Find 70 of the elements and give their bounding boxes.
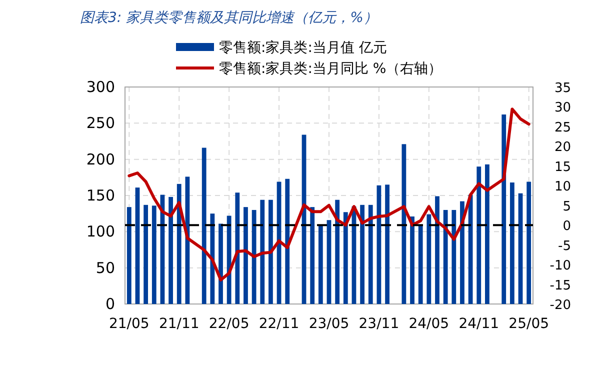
bar [402, 144, 406, 304]
bar [185, 176, 190, 304]
bar [418, 225, 423, 304]
bar [285, 178, 290, 304]
bar [460, 201, 464, 304]
y-tick-label: 0 [105, 295, 115, 313]
bar [368, 204, 373, 304]
bar [168, 196, 173, 304]
bar [485, 164, 490, 304]
y2-tick-label: 10 [554, 180, 571, 195]
bar [426, 214, 432, 304]
y2-tick-label: -5 [558, 238, 571, 254]
bar [152, 206, 156, 304]
bar [468, 194, 473, 304]
y-tick-label: 100 [86, 222, 115, 241]
x-tick-label: 22/11 [258, 316, 300, 332]
legend-label: 零售额:家具类:当月值 亿元 [219, 40, 387, 56]
y-tick-label: 50 [96, 258, 115, 277]
bar [526, 182, 532, 304]
bar [210, 214, 215, 304]
bar [268, 200, 273, 304]
x-tick-label: 22/05 [208, 316, 250, 332]
y2-tick-label: -20 [550, 298, 571, 313]
x-tick-label: 24/11 [458, 316, 500, 332]
y2-tick-label: -10 [550, 258, 571, 274]
bar [310, 207, 315, 304]
y2-tick-label: -15 [550, 278, 571, 294]
y2-tick-label: 15 [554, 160, 571, 175]
bar [518, 193, 523, 304]
x-tick-label: 25/05 [508, 316, 550, 332]
bar [135, 188, 140, 304]
y2-tick-label: 5 [562, 199, 571, 214]
y2-tick-label: 25 [554, 120, 571, 136]
y2-tick-label: 30 [554, 100, 571, 116]
bar [252, 210, 256, 304]
y2-tick-label: 35 [554, 81, 571, 96]
bar [202, 148, 206, 304]
bar [410, 216, 414, 304]
x-tick-label: 24/05 [408, 316, 450, 332]
bar [343, 212, 348, 304]
bar [244, 207, 248, 304]
bar [335, 200, 340, 304]
x-tick-label: 21/05 [108, 316, 150, 332]
bar [443, 210, 448, 304]
y-tick-label: 150 [86, 186, 115, 204]
legend-label: 零售额:家具类:当月同比 %（右轴） [219, 61, 442, 77]
y-tick-label: 250 [86, 114, 115, 132]
chart-title: 图表3: 家具类零售额及其同比增速（亿元，%） [80, 10, 378, 26]
bar [226, 216, 232, 304]
bar [476, 166, 482, 304]
bar [235, 192, 240, 304]
x-tick-label: 23/11 [358, 316, 400, 332]
y2-tick-label: 0 [562, 219, 571, 234]
bar [126, 207, 132, 304]
x-tick-label: 21/11 [158, 316, 200, 332]
bar [435, 196, 440, 304]
bar [326, 220, 332, 304]
y-tick-label: 300 [86, 78, 115, 96]
bar [502, 114, 506, 304]
y2-tick-label: 20 [554, 140, 571, 156]
bar [510, 182, 514, 304]
bar [318, 225, 323, 304]
x-tick-label: 23/05 [308, 316, 350, 332]
bar [218, 224, 223, 304]
bar [360, 204, 365, 304]
bar [144, 204, 148, 304]
bar [385, 184, 390, 304]
y-tick-label: 200 [86, 150, 115, 168]
bar [452, 210, 456, 304]
bar [260, 200, 265, 304]
